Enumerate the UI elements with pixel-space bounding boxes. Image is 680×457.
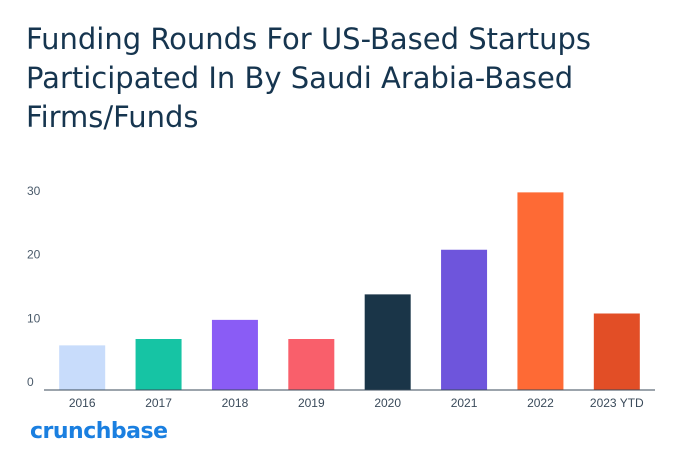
- y-tick-label: 20: [27, 248, 41, 262]
- x-tick-label: 2017: [145, 396, 172, 410]
- y-tick-label: 10: [27, 311, 41, 325]
- crunchbase-logo: crunchbase: [30, 419, 168, 444]
- x-tick-label: 2016: [69, 396, 96, 410]
- bar-2021: [441, 249, 488, 390]
- bars: [59, 192, 640, 390]
- x-tick-label: 2023 YTD: [590, 396, 644, 410]
- bar-2020: [364, 294, 411, 390]
- x-axis: 2016 2017 2018 2019 2020 2021 2022 2023 YTD: [69, 396, 644, 410]
- chart-title: Funding Rounds For US-Based Startups Par…: [26, 22, 591, 134]
- y-tick-label: 0: [27, 375, 34, 389]
- bar-2016: [59, 345, 106, 390]
- bar-2017: [135, 339, 182, 390]
- x-tick-label: 2021: [451, 396, 478, 410]
- x-tick-label: 2020: [374, 396, 401, 410]
- x-tick-label: 2019: [298, 396, 325, 410]
- bar-2023-ytd: [593, 313, 640, 390]
- y-tick-label: 30: [27, 184, 41, 198]
- y-axis: 0 10 20 30: [27, 184, 41, 389]
- x-tick-label: 2022: [527, 396, 554, 410]
- bar-2022: [517, 192, 564, 390]
- x-tick-label: 2018: [222, 396, 249, 410]
- bar-2019: [288, 339, 335, 390]
- bar-2018: [211, 319, 258, 390]
